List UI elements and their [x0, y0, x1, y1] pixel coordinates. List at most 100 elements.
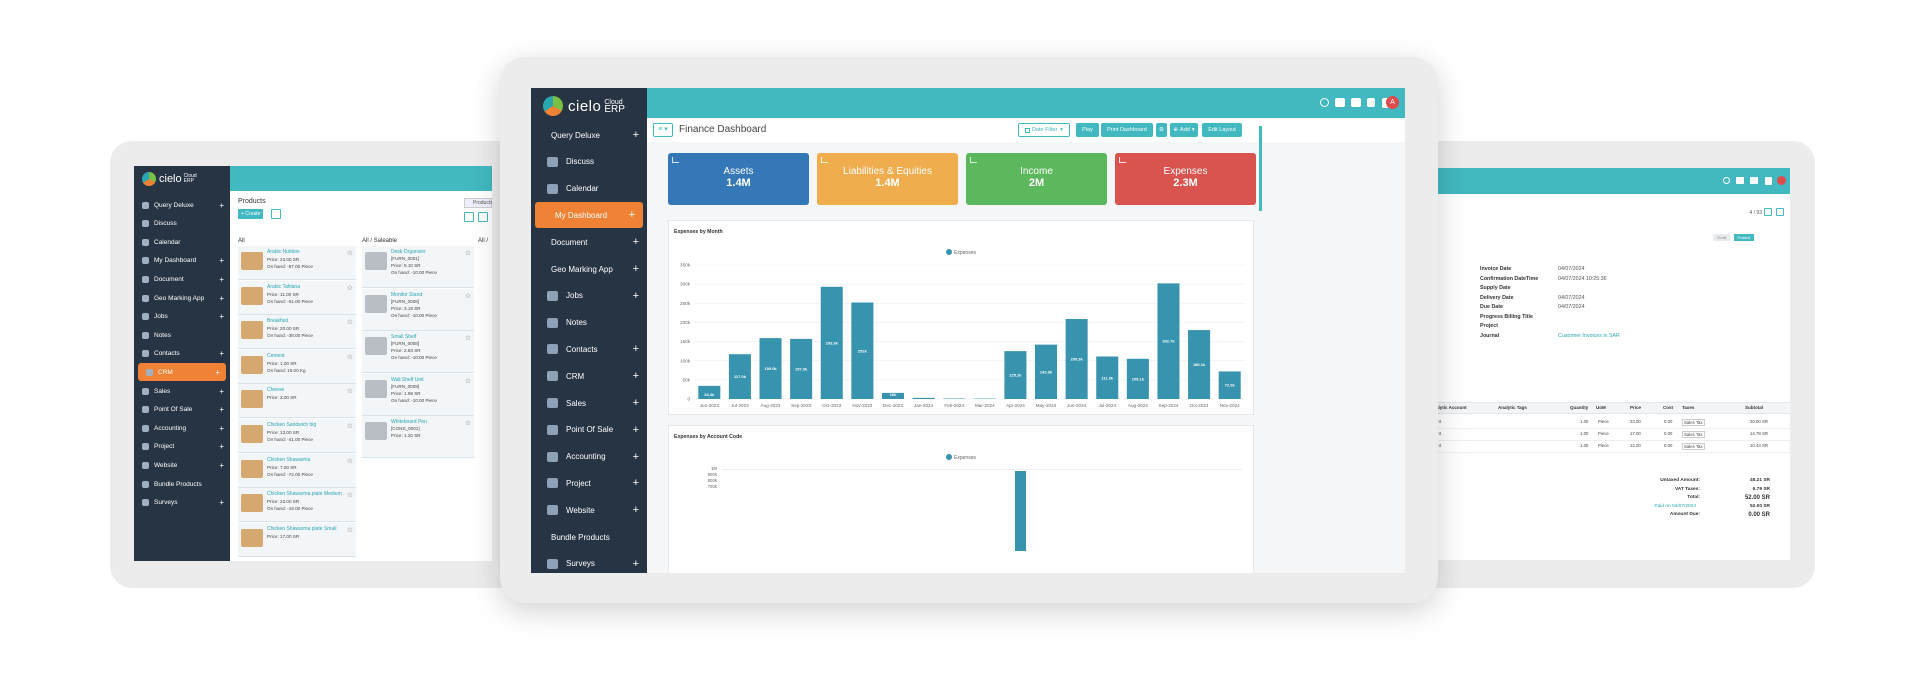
product-card[interactable]: Wall Shelf Unit [FURN_0009] Price: 1.98 SR… — [362, 373, 474, 416]
back-left-nav-item[interactable]: Contacts + — [134, 345, 230, 363]
sidebar-item-surveys[interactable]: Surveys + — [531, 551, 647, 573]
product-card[interactable]: Whiteboard Pen [CONS_0001] Price: 1.20 SR ☆ — [362, 416, 474, 458]
table-header-cell[interactable]: Price — [1630, 405, 1642, 410]
bar[interactable] — [1004, 351, 1027, 399]
bar[interactable] — [728, 354, 751, 399]
import-button[interactable] — [271, 209, 281, 219]
bar[interactable] — [759, 338, 782, 399]
sidebar-item-document[interactable]: Document + — [531, 229, 647, 255]
product-card[interactable]: Monitor Stand [FURN_0006] Price: 3.19 SR On… — [362, 288, 474, 331]
favorite-star-icon[interactable]: ☆ — [346, 250, 353, 257]
add-button[interactable]: ⊕ Add ▾ — [1170, 123, 1198, 137]
back-left-nav-item[interactable]: Jobs + — [134, 308, 230, 326]
back-left-nav-item[interactable]: Geo Marking App + — [134, 289, 230, 307]
product-card[interactable]: Desk Organizer [FURN_0001] Price: 5.10 SR O… — [362, 246, 474, 288]
product-card[interactable]: Arabic Tahiana Price: 11.00 SR On hand: -5… — [238, 280, 356, 315]
sidebar-item-geo-marking-app[interactable]: Geo Marking App + — [531, 256, 647, 282]
favorite-star-icon[interactable]: ☆ — [464, 250, 471, 257]
apps-icon[interactable] — [1382, 98, 1389, 108]
back-left-nav-item[interactable]: Discuss — [134, 215, 230, 233]
table-header-cell[interactable]: Quantity — [1570, 405, 1589, 410]
search-icon[interactable] — [1723, 177, 1730, 184]
sidebar-item-calendar[interactable]: Calendar — [531, 176, 647, 202]
bar[interactable] — [851, 302, 874, 399]
activity-icon[interactable] — [1750, 177, 1758, 184]
favorite-star-icon[interactable]: ☆ — [346, 423, 353, 430]
back-left-nav-item[interactable]: My Dashboard + — [134, 252, 230, 270]
favorite-star-icon[interactable]: ☆ — [464, 292, 471, 300]
apps-icon[interactable] — [1765, 177, 1772, 185]
product-card[interactable]: Small Shelf [FURN_0008] Price: 2.83 SR On h… — [362, 331, 474, 373]
sidebar-item-sales[interactable]: Sales + — [531, 390, 647, 416]
chat-icon[interactable] — [1736, 177, 1744, 184]
chat-icon[interactable] — [1335, 98, 1345, 107]
table-header-cell[interactable]: Subtotal — [1745, 405, 1763, 410]
back-left-nav-item[interactable]: Surveys + — [134, 494, 230, 512]
field-value[interactable]: Customer Invoices in SAR — [1558, 332, 1620, 339]
date-filter-button[interactable]: Date Filter ▾ — [1018, 123, 1070, 137]
bar[interactable] — [881, 392, 904, 399]
pager-next-button[interactable] — [478, 212, 488, 222]
back-left-nav-item[interactable]: Query Deluxe + — [134, 196, 230, 214]
table-header-cell[interactable]: Cost — [1663, 405, 1673, 410]
table-header-cell[interactable]: Analytic Account — [1430, 405, 1467, 410]
products-search-tag[interactable]: Products — [464, 198, 492, 208]
favorite-star-icon[interactable]: ☆ — [464, 420, 471, 427]
favorite-star-icon[interactable]: ☆ — [464, 377, 471, 385]
table-row[interactable] — [1420, 429, 1790, 441]
status-posted[interactable]: Posted — [1733, 234, 1754, 241]
total-label[interactable]: Paid on 04/07/2024 — [1654, 503, 1696, 509]
bar[interactable] — [1126, 358, 1149, 399]
favorite-star-icon[interactable]: ☆ — [464, 335, 471, 342]
scrollbar[interactable] — [1259, 126, 1262, 211]
product-card[interactable]: Chicken Shawarma Price: 7.00 SR On hand: -… — [238, 453, 356, 488]
favorite-star-icon[interactable]: ☆ — [346, 526, 353, 534]
sidebar-item-discuss[interactable]: Discuss — [531, 149, 647, 175]
kpi-card-assets[interactable]: Assets 1.4M — [668, 153, 809, 205]
bar[interactable] — [912, 397, 935, 399]
table-cell-tax[interactable]: Sales Tax — [1682, 419, 1705, 426]
bar[interactable] — [820, 286, 843, 399]
back-left-nav-item[interactable]: Bundle Products — [134, 475, 230, 493]
table-row[interactable] — [1420, 417, 1790, 429]
table-header-cell[interactable]: UoM — [1596, 405, 1606, 410]
bar[interactable] — [698, 385, 721, 399]
product-card[interactable]: Chicken Sandwich big Price: 13.00 SR On ha… — [238, 419, 356, 453]
back-left-nav-item[interactable]: Point Of Sale + — [134, 401, 230, 419]
back-left-nav-item[interactable]: CRM + — [138, 363, 226, 382]
create-button[interactable]: + Create — [238, 209, 264, 219]
favorite-star-icon[interactable]: ☆ — [346, 353, 353, 361]
product-card[interactable]: Chicken Shawarma plate Medium Price: 23.0… — [238, 488, 356, 523]
kpi-card-liabilities[interactable]: Liabilities & Equities 1.4M — [817, 153, 958, 205]
sidebar-item-jobs[interactable]: Jobs + — [531, 283, 647, 309]
avatar[interactable] — [1777, 176, 1786, 185]
pager-next-button[interactable] — [1776, 208, 1784, 216]
bar[interactable] — [1188, 330, 1211, 399]
sidebar-item-project[interactable]: Project + — [531, 470, 647, 496]
table-cell-tax[interactable]: Sales Tax — [1682, 443, 1705, 450]
product-card[interactable]: Breakfast Price: 20.00 SR On hand: -38.00 … — [238, 315, 356, 350]
back-left-nav-item[interactable]: Website + — [134, 456, 230, 474]
activity-icon[interactable] — [1367, 98, 1375, 107]
sidebar-item-notes[interactable]: Notes — [531, 310, 647, 336]
sidebar-item-point-of-sale[interactable]: Point Of Sale + — [531, 417, 647, 443]
product-card[interactable]: Cement Price: 1.00 SR On hand: 15.00 Kg ☆ — [238, 349, 356, 384]
chart-legend[interactable]: Expenses — [669, 249, 1253, 256]
product-card[interactable]: Chicken Shawarma plate Small Price: 17.00… — [238, 522, 356, 557]
kpi-card-income[interactable]: Income 2M — [966, 153, 1107, 205]
dashboard-menu-button[interactable]: ≡ ▾ — [653, 123, 673, 137]
back-left-nav-item[interactable]: Document + — [134, 270, 230, 288]
sidebar-item-contacts[interactable]: Contacts + — [531, 336, 647, 362]
bar[interactable] — [1065, 318, 1088, 399]
chart2-legend[interactable]: Expenses — [669, 454, 1253, 461]
pager-prev-button[interactable] — [1764, 208, 1772, 216]
print-dashboard-button[interactable]: Print Dashboard — [1101, 123, 1153, 137]
product-card[interactable]: Cheese Price: 2.00 SR ☆ — [238, 384, 356, 419]
status-draft[interactable]: Draft — [1713, 234, 1730, 241]
user-avatar[interactable]: A — [1386, 96, 1399, 109]
favorite-star-icon[interactable]: ☆ — [346, 284, 353, 292]
favorite-star-icon[interactable]: ☆ — [346, 319, 353, 327]
bar[interactable] — [1157, 283, 1180, 399]
sidebar-item-my-dashboard[interactable]: My Dashboard + — [535, 202, 643, 229]
table-row[interactable] — [1420, 441, 1790, 453]
